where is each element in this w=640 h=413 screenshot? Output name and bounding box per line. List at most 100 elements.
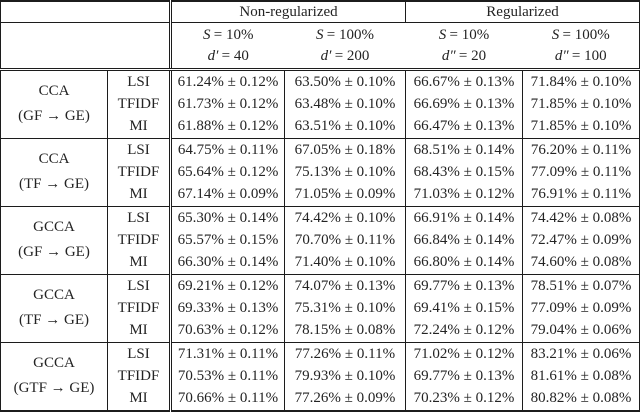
feature-label: MI xyxy=(107,319,171,343)
feature-label: TFIDF xyxy=(107,297,171,320)
value-cell: 69.33% ± 0.13% xyxy=(169,297,285,320)
method-label: GCCA xyxy=(33,219,75,236)
value-cell: 71.02% ± 0.12% xyxy=(405,341,523,366)
value-cell: 70.70% ± 0.11% xyxy=(283,229,406,252)
value-cell: 68.43% ± 0.15% xyxy=(405,161,523,184)
value-cell: 70.66% ± 0.11% xyxy=(169,387,285,411)
value-cell: 80.82% ± 0.08% xyxy=(522,387,640,411)
value-cell: 69.41% ± 0.15% xyxy=(405,297,523,320)
feature-label: LSI xyxy=(107,273,171,298)
value-cell: 63.50% ± 0.10% xyxy=(283,69,406,94)
table-row: CCA (TF → GE) LSI 64.75% ± 0.11% 67.05% … xyxy=(0,137,640,207)
table-row: TFIDF 65.57% ± 0.15% 70.70% ± 0.11% 66.8… xyxy=(1,229,640,252)
method-label: CCA xyxy=(38,83,70,100)
value-cell: 78.51% ± 0.07% xyxy=(522,273,640,298)
value-cell: 66.67% ± 0.13% xyxy=(405,69,523,94)
value-cell: 70.63% ± 0.12% xyxy=(169,319,285,343)
table-row: MI 67.14% ± 0.09% 71.05% ± 0.09% 71.03% … xyxy=(1,183,640,207)
value-cell: 77.26% ± 0.09% xyxy=(283,387,406,411)
value-cell: 75.31% ± 0.10% xyxy=(283,297,406,320)
method-pair-label: (GTF → GE) xyxy=(13,380,95,397)
table-row: GCCA (GF → GE) LSI 65.30% ± 0.14% 74.42%… xyxy=(0,205,640,275)
value-cell: 71.85% ± 0.10% xyxy=(522,93,640,116)
dimension-label: d″ = 20 xyxy=(441,47,487,64)
value-cell: 81.61% ± 0.08% xyxy=(522,365,640,388)
feature-label: LSI xyxy=(107,205,171,230)
sample-size-label: S = 100% xyxy=(551,26,610,43)
dimension-label: d′ = 40 xyxy=(207,47,249,64)
value-cell: 74.42% ± 0.08% xyxy=(522,205,640,230)
feature-label: TFIDF xyxy=(107,161,171,184)
subheader-nonreg-s100: S = 100% d′ = 200 xyxy=(284,22,406,71)
method-cell: GCCA (GTF → GE) xyxy=(0,341,108,411)
value-cell: 71.84% ± 0.10% xyxy=(522,69,640,94)
value-cell: 76.20% ± 0.11% xyxy=(522,137,640,162)
dimension-label: d′ = 200 xyxy=(320,47,370,64)
value-cell: 66.80% ± 0.14% xyxy=(405,251,523,275)
header-group-row: Non-regularized Regularized xyxy=(0,1,640,23)
value-cell: 69.77% ± 0.13% xyxy=(405,365,523,388)
value-cell: 61.88% ± 0.12% xyxy=(169,115,285,139)
method-cell: GCCA (TF → GE) xyxy=(0,273,108,343)
value-cell: 66.69% ± 0.13% xyxy=(405,93,523,116)
method-pair-label: (TF → GE) xyxy=(19,312,89,329)
value-cell: 76.91% ± 0.11% xyxy=(522,183,640,207)
table-row: CCA (GF → GE) LSI 61.24% ± 0.12% 63.50% … xyxy=(0,69,640,139)
feature-label: MI xyxy=(107,387,171,411)
feature-label: MI xyxy=(107,183,171,207)
feature-label: LSI xyxy=(107,69,171,94)
value-cell: 77.26% ± 0.11% xyxy=(283,341,406,366)
table-row: TFIDF 69.33% ± 0.13% 75.31% ± 0.10% 69.4… xyxy=(1,297,640,320)
value-cell: 65.57% ± 0.15% xyxy=(169,229,285,252)
value-cell: 66.30% ± 0.14% xyxy=(169,251,285,275)
value-cell: 71.40% ± 0.10% xyxy=(283,251,406,275)
value-cell: 78.15% ± 0.08% xyxy=(283,319,406,343)
feature-label: TFIDF xyxy=(107,93,171,116)
value-cell: 71.05% ± 0.09% xyxy=(283,183,406,207)
subheader-reg-s10: S = 10% d″ = 20 xyxy=(405,22,523,71)
table-row: MI 70.66% ± 0.11% 77.26% ± 0.09% 70.23% … xyxy=(1,387,640,411)
value-cell: 69.21% ± 0.12% xyxy=(169,273,285,298)
value-cell: 71.31% ± 0.11% xyxy=(169,341,285,366)
header-group-nonregularized: Non-regularized xyxy=(168,1,406,23)
value-cell: 66.84% ± 0.14% xyxy=(405,229,523,252)
feature-label: LSI xyxy=(107,137,171,162)
table-row: GCCA (GTF → GE) LSI 71.31% ± 0.11% 77.26… xyxy=(0,341,640,411)
method-cell: CCA (GF → GE) xyxy=(0,69,108,139)
method-pair-label: (GF → GE) xyxy=(18,108,90,125)
feature-label: TFIDF xyxy=(107,229,171,252)
value-cell: 79.93% ± 0.10% xyxy=(283,365,406,388)
value-cell: 67.14% ± 0.09% xyxy=(169,183,285,207)
value-cell: 65.30% ± 0.14% xyxy=(169,205,285,230)
table-row: TFIDF 65.64% ± 0.12% 75.13% ± 0.10% 68.4… xyxy=(1,161,640,184)
value-cell: 61.73% ± 0.12% xyxy=(169,93,285,116)
value-cell: 79.04% ± 0.06% xyxy=(522,319,640,343)
feature-label: MI xyxy=(107,115,171,139)
value-cell: 66.47% ± 0.13% xyxy=(405,115,523,139)
value-cell: 77.09% ± 0.11% xyxy=(522,161,640,184)
table-row: MI 61.88% ± 0.12% 63.51% ± 0.10% 66.47% … xyxy=(1,115,640,139)
feature-label: TFIDF xyxy=(107,365,171,388)
header-group-regularized: Regularized xyxy=(405,1,640,23)
value-cell: 63.48% ± 0.10% xyxy=(283,93,406,116)
method-label: GCCA xyxy=(33,355,75,372)
value-cell: 71.03% ± 0.12% xyxy=(405,183,523,207)
sample-size-label: S = 100% xyxy=(316,26,375,43)
value-cell: 70.53% ± 0.11% xyxy=(169,365,285,388)
value-cell: 66.91% ± 0.14% xyxy=(405,205,523,230)
value-cell: 67.05% ± 0.18% xyxy=(283,137,406,162)
sample-size-label: S = 10% xyxy=(202,26,254,43)
method-pair-label: (TF → GE) xyxy=(19,176,89,193)
subheader-nonreg-s10: S = 10% d′ = 40 xyxy=(169,22,285,71)
method-label: CCA xyxy=(38,151,70,168)
value-cell: 61.24% ± 0.12% xyxy=(169,69,285,94)
value-cell: 74.07% ± 0.13% xyxy=(283,273,406,298)
table-row: MI 70.63% ± 0.12% 78.15% ± 0.08% 72.24% … xyxy=(1,319,640,343)
corner-cell xyxy=(0,1,171,23)
value-cell: 75.13% ± 0.10% xyxy=(283,161,406,184)
value-cell: 74.60% ± 0.08% xyxy=(522,251,640,275)
feature-label: MI xyxy=(107,251,171,275)
value-cell: 64.75% ± 0.11% xyxy=(169,137,285,162)
